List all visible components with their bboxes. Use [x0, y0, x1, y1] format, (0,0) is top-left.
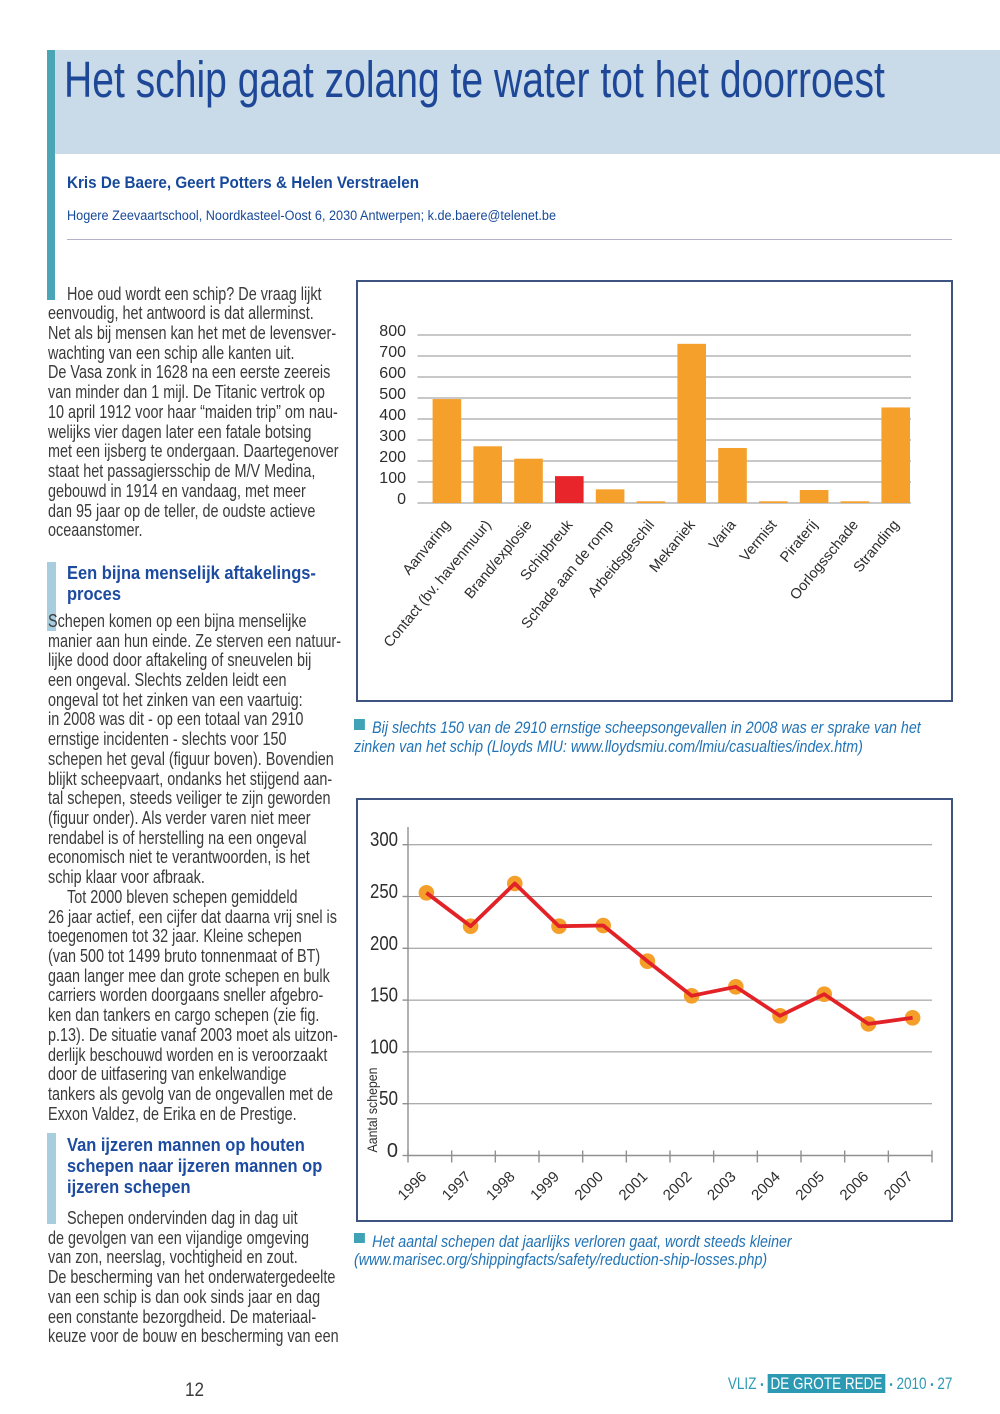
svg-text:250: 250: [370, 881, 398, 903]
svg-text:100: 100: [379, 470, 406, 487]
svg-text:100: 100: [370, 1036, 398, 1058]
svg-text:200: 200: [379, 449, 406, 466]
svg-text:1998: 1998: [483, 1168, 519, 1204]
svg-text:2003: 2003: [704, 1168, 740, 1204]
svg-text:1997: 1997: [439, 1168, 475, 1204]
svg-text:2004: 2004: [748, 1168, 784, 1204]
svg-text:200: 200: [370, 933, 398, 955]
svg-text:0: 0: [387, 1140, 398, 1162]
svg-text:300: 300: [379, 428, 406, 445]
svg-text:600: 600: [379, 365, 406, 382]
svg-text:Vermist: Vermist: [737, 517, 780, 565]
svg-text:50: 50: [379, 1088, 398, 1110]
svg-text:1999: 1999: [527, 1168, 563, 1204]
svg-text:2006: 2006: [837, 1168, 873, 1204]
svg-text:1996: 1996: [395, 1168, 431, 1204]
svg-text:2007: 2007: [881, 1168, 917, 1204]
svg-text:150: 150: [370, 985, 398, 1007]
svg-text:400: 400: [379, 407, 406, 424]
svg-text:800: 800: [379, 323, 406, 340]
svg-text:300: 300: [370, 829, 398, 851]
svg-text:2002: 2002: [660, 1168, 696, 1204]
svg-text:0: 0: [397, 491, 406, 508]
svg-text:Aantal schepen: Aantal schepen: [364, 1068, 380, 1153]
svg-text:2000: 2000: [571, 1168, 607, 1204]
svg-text:2001: 2001: [616, 1168, 652, 1204]
svg-text:700: 700: [379, 344, 406, 361]
svg-text:500: 500: [379, 386, 406, 403]
svg-text:Varia: Varia: [706, 517, 740, 553]
svg-text:2005: 2005: [792, 1168, 828, 1204]
